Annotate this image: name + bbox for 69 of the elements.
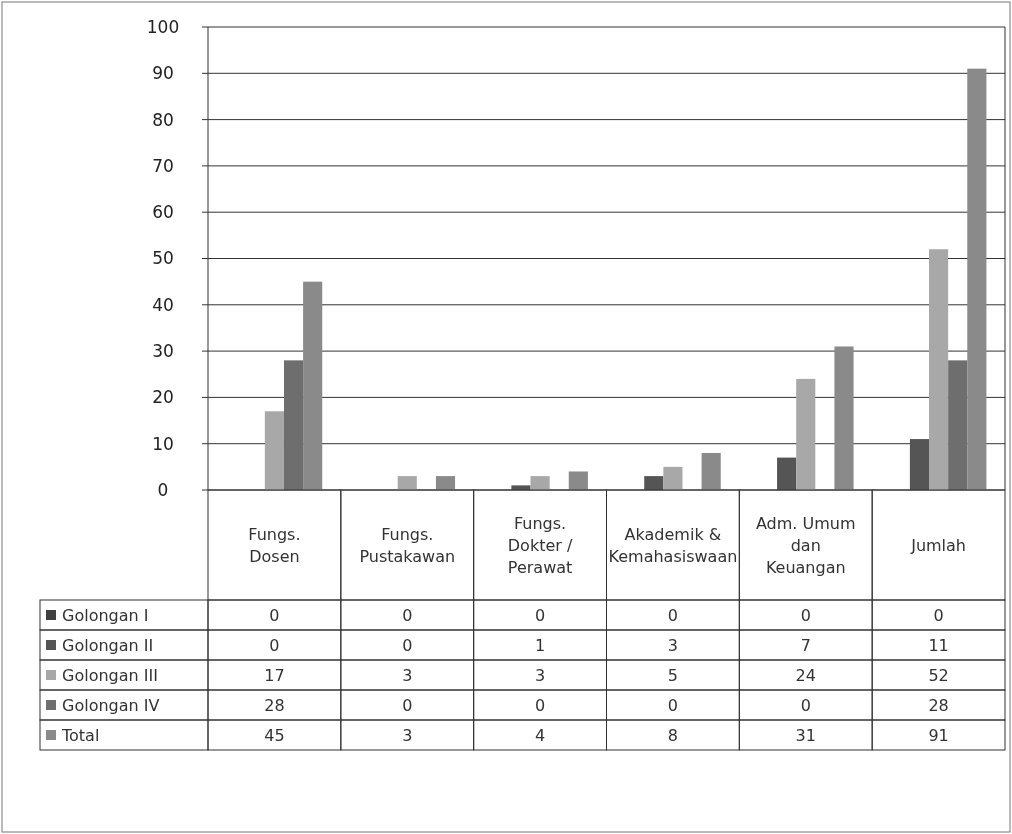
x-tick-label: Fungs. Dosen bbox=[248, 524, 301, 566]
y-tick-label: 30 bbox=[152, 341, 174, 362]
data-label: 91 bbox=[928, 725, 949, 745]
bar bbox=[948, 360, 968, 490]
data-label: 11 bbox=[928, 635, 949, 655]
bar bbox=[283, 360, 304, 490]
bar bbox=[264, 411, 284, 490]
y-tick-label: 100 bbox=[146, 16, 180, 37]
legend-label: Golongan II bbox=[62, 635, 154, 655]
bar bbox=[303, 281, 323, 490]
y-tick-label: 60 bbox=[152, 202, 174, 223]
y-tick-label: 80 bbox=[152, 109, 174, 130]
y-tick-label: 90 bbox=[152, 63, 174, 84]
bar bbox=[663, 466, 683, 490]
bar bbox=[568, 471, 588, 490]
data-label: 0 bbox=[800, 695, 811, 715]
bar bbox=[967, 68, 987, 490]
data-label: 0 bbox=[402, 635, 413, 655]
data-label: 3 bbox=[667, 635, 679, 655]
data-label: 28 bbox=[928, 695, 949, 715]
y-tick-label: 0 bbox=[157, 479, 169, 500]
data-label: 28 bbox=[264, 695, 285, 715]
data-label: 52 bbox=[928, 665, 949, 685]
y-tick-label: 10 bbox=[152, 433, 174, 454]
bar bbox=[909, 439, 930, 490]
legend-label: Golongan III bbox=[62, 665, 158, 685]
data-label: 0 bbox=[534, 695, 546, 715]
legend-label: Total bbox=[61, 725, 100, 745]
bar bbox=[701, 452, 721, 490]
data-label: 0 bbox=[269, 635, 280, 655]
x-tick-label: Fungs. Pustakawan bbox=[359, 524, 456, 566]
data-label: 3 bbox=[402, 665, 413, 685]
data-label: 24 bbox=[795, 665, 816, 685]
data-label: 0 bbox=[800, 605, 811, 625]
bar bbox=[929, 249, 949, 490]
data-label: 0 bbox=[667, 605, 679, 625]
data-label: 17 bbox=[264, 665, 285, 685]
x-tick-label: Adm. Umum dan Keuangan bbox=[755, 513, 856, 577]
data-label: 5 bbox=[667, 665, 679, 685]
bar bbox=[777, 457, 797, 490]
x-tick-label: Jumlah bbox=[910, 535, 967, 555]
data-label: 4 bbox=[534, 725, 546, 745]
bar bbox=[530, 476, 550, 490]
legend-label: Golongan I bbox=[62, 605, 149, 625]
bar bbox=[435, 476, 456, 490]
data-label: 3 bbox=[534, 665, 546, 685]
data-label: 0 bbox=[402, 605, 413, 625]
bar bbox=[644, 476, 664, 490]
data-label: 0 bbox=[933, 605, 944, 625]
data-label: 3 bbox=[402, 725, 413, 745]
y-tick-label: 40 bbox=[152, 294, 174, 315]
data-label: 0 bbox=[534, 605, 546, 625]
data-label: 0 bbox=[269, 605, 280, 625]
bar bbox=[796, 378, 816, 490]
y-tick-label: 70 bbox=[152, 155, 174, 176]
y-tick-label: 50 bbox=[152, 248, 174, 269]
x-tick-label: Fungs. Dokter / Perawat bbox=[507, 513, 573, 577]
bar bbox=[397, 476, 417, 490]
data-label: 0 bbox=[667, 695, 679, 715]
data-label: 1 bbox=[534, 635, 546, 655]
bar bbox=[834, 346, 854, 490]
legend-label: Golongan IV bbox=[62, 695, 160, 715]
data-label: 7 bbox=[800, 635, 811, 655]
data-label: 0 bbox=[402, 695, 413, 715]
data-label: 45 bbox=[264, 725, 285, 745]
y-tick-label: 20 bbox=[152, 387, 174, 408]
data-label: 31 bbox=[795, 725, 816, 745]
x-tick-label: Akademik & Kemahasiswaan bbox=[608, 524, 738, 566]
data-label: 8 bbox=[667, 725, 679, 745]
